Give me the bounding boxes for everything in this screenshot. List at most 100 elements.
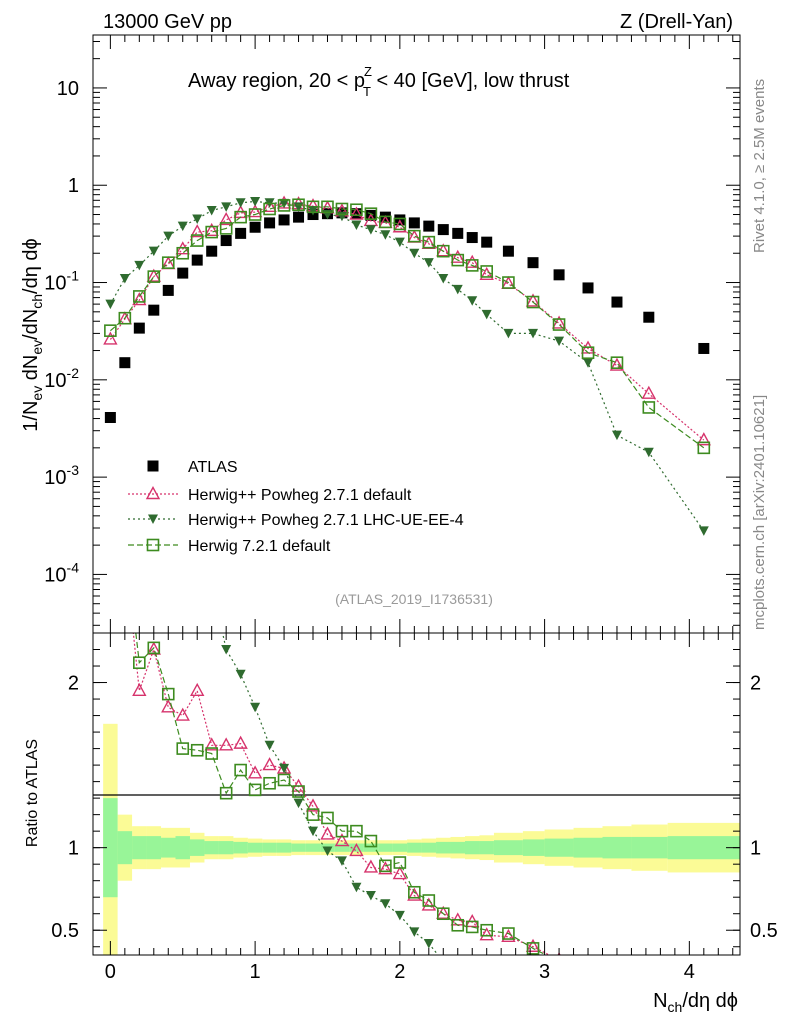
ratio-band-inner (189, 839, 205, 856)
ratio-y-axis-label: Ratio to ATLAS (24, 739, 41, 847)
main-point-s2 (583, 358, 594, 368)
main-point-s0 (278, 214, 290, 226)
ratio-point-s1 (308, 826, 319, 837)
main-point-s0 (553, 269, 565, 281)
ratio-band-inner (262, 842, 277, 853)
main-point-s0 (643, 311, 655, 323)
main-point-s2 (467, 296, 478, 306)
title-pre: Away region, 20 < p (188, 70, 365, 92)
title-sup: Z (364, 64, 372, 79)
ratio-point-s2 (190, 743, 204, 757)
main-y-tick-base: 10 (44, 467, 66, 489)
ratio-uncertainty-bands (103, 723, 740, 955)
main-point-s0 (423, 220, 435, 232)
main-point-s3 (697, 441, 711, 455)
main-point-s0 (527, 257, 539, 269)
ratio-point-s0 (436, 905, 451, 919)
ratio-point-s0 (247, 765, 263, 779)
main-point-s2 (235, 198, 246, 208)
ratio-band-inner (363, 843, 379, 852)
main-point-s0 (206, 245, 218, 257)
ratio-point-s0 (320, 826, 335, 840)
main-point-s2 (365, 225, 376, 235)
ratio-point-s1 (264, 740, 275, 751)
ratio-point-s2 (526, 942, 540, 955)
legend-marker-3 (146, 538, 160, 552)
main-point-s3 (161, 256, 175, 269)
main-point-s1 (525, 293, 541, 307)
legend-label-1: Herwig++ Powheg 2.7.1 default (188, 487, 412, 504)
main-point-s2 (221, 202, 232, 212)
main-point-s1 (436, 243, 451, 257)
main-point-s3 (335, 202, 349, 216)
main-point-s0 (611, 296, 623, 308)
ratio-point-s2 (422, 894, 436, 907)
main-point-s2 (423, 258, 434, 268)
ratio-band-inner (132, 836, 147, 860)
x-tick-label: 1 (250, 961, 261, 983)
main-point-s3 (379, 215, 392, 229)
main-point-s2 (528, 328, 539, 339)
main-point-s2 (308, 205, 319, 216)
ratio-point-s1 (322, 846, 333, 856)
ratio-band-inner (218, 841, 234, 855)
ratio-point-s2 (451, 918, 465, 932)
main-point-s3 (364, 207, 378, 220)
main-point-s2 (643, 447, 654, 458)
main-point-s3 (147, 270, 161, 283)
main-point-s2 (698, 526, 709, 536)
x-tick-label: 3 (539, 961, 550, 983)
ratio-band-inner (450, 841, 465, 854)
ratio-band-inner (407, 842, 422, 853)
main-y-tick-base: 10 (44, 370, 66, 392)
ratio-band-inner (421, 842, 437, 853)
legend-label-2: Herwig++ Powheg 2.7.1 LHC-UE-EE-4 (188, 512, 464, 529)
ratio-band-inner (631, 836, 668, 859)
main-y-tick-label: 10-1 (44, 268, 79, 295)
legend-label-0: ATLAS (188, 459, 238, 476)
ratio-point-s1 (394, 910, 405, 921)
ratio-point-s2 (335, 824, 349, 838)
main-point-s0 (502, 245, 514, 257)
main-point-s3 (248, 208, 262, 221)
ratio-band-inner (161, 837, 176, 858)
main-point-s2 (134, 260, 145, 271)
ratio-point-s0 (421, 897, 436, 911)
ratio-point-s0 (233, 735, 248, 749)
ratio-point-s0 (479, 927, 494, 941)
ratio-point-s0 (190, 682, 205, 696)
header-left-label: 13000 GeV pp (103, 11, 232, 33)
main-point-s3 (219, 222, 233, 235)
main-point-s0 (452, 227, 464, 239)
ratio-point-s2 (364, 834, 378, 848)
main-point-s0 (191, 254, 203, 266)
ratio-point-s1 (351, 882, 362, 893)
ratio-point-s1 (409, 927, 420, 937)
main-point-s3 (610, 356, 624, 369)
ratio-band-inner (667, 836, 740, 860)
ratio-band-inner (305, 843, 321, 852)
main-point-s3 (552, 318, 566, 331)
main-point-s3 (263, 202, 276, 216)
main-point-s0 (437, 224, 449, 236)
ratio-point-s2 (176, 742, 190, 755)
ratio-band-inner (544, 838, 574, 857)
ratio-point-s2 (306, 808, 320, 821)
ratio-point-s0 (334, 833, 350, 847)
ratio-y-tick-label-left: 0.5 (51, 920, 79, 942)
ratio-point-s2 (502, 927, 515, 940)
ratio-band-inner (378, 843, 393, 852)
main-point-s1 (479, 266, 494, 281)
ratio-y-tick-label-left: 1 (68, 838, 79, 860)
title-post: < 40 [GeV], low thrust (371, 70, 570, 92)
main-point-s1 (609, 357, 625, 371)
main-point-s0 (698, 342, 710, 354)
main-point-s3 (292, 198, 305, 212)
ratio-point-s2 (321, 811, 334, 825)
main-point-s3 (526, 295, 540, 309)
ratio-point-s1 (293, 798, 304, 809)
ratio-band-inner (247, 842, 263, 853)
ratio-y-tick-label-left: 2 (68, 673, 79, 695)
header-right-label: Z (Drell-Yan) (620, 11, 733, 33)
